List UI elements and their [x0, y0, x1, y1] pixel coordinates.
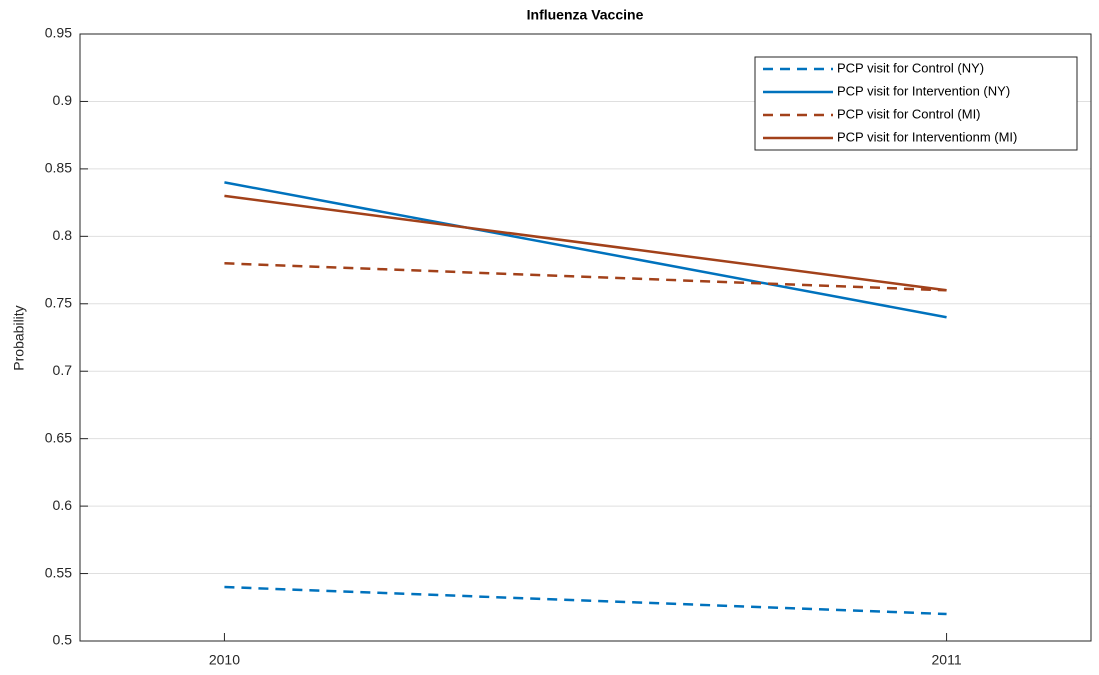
chart-title: Influenza Vaccine: [527, 7, 644, 23]
x-tick-label: 2011: [932, 652, 962, 668]
series-line: [224, 585, 947, 616]
legend-box: [754, 56, 1078, 151]
legend-label: PCP visit for Control (MI): [837, 106, 981, 121]
y-tick-label: 0.95: [45, 25, 72, 41]
x-tick-label: 2010: [209, 652, 240, 668]
series-line: [224, 194, 947, 292]
y-tick-label: 0.5: [53, 632, 73, 648]
series-line: [224, 181, 947, 319]
y-axis-label: Probability: [11, 305, 27, 370]
y-tick-label: 0.65: [45, 429, 72, 445]
legend-label: PCP visit for Control (NY): [837, 60, 984, 75]
legend-label: PCP visit for Intervention (NY): [837, 83, 1010, 98]
legend-label: PCP visit for Interventionm (MI): [837, 129, 1017, 144]
y-tick-label: 0.85: [45, 160, 72, 176]
series-line: [224, 262, 947, 292]
y-tick-label: 0.8: [53, 227, 73, 243]
y-tick-label: 0.75: [45, 294, 72, 310]
plot-frame: [79, 33, 1092, 642]
y-tick-label: 0.9: [53, 92, 73, 108]
y-tick-label: 0.55: [45, 564, 72, 580]
y-tick-label: 0.6: [53, 497, 73, 513]
y-tick-label: 0.7: [53, 362, 73, 378]
